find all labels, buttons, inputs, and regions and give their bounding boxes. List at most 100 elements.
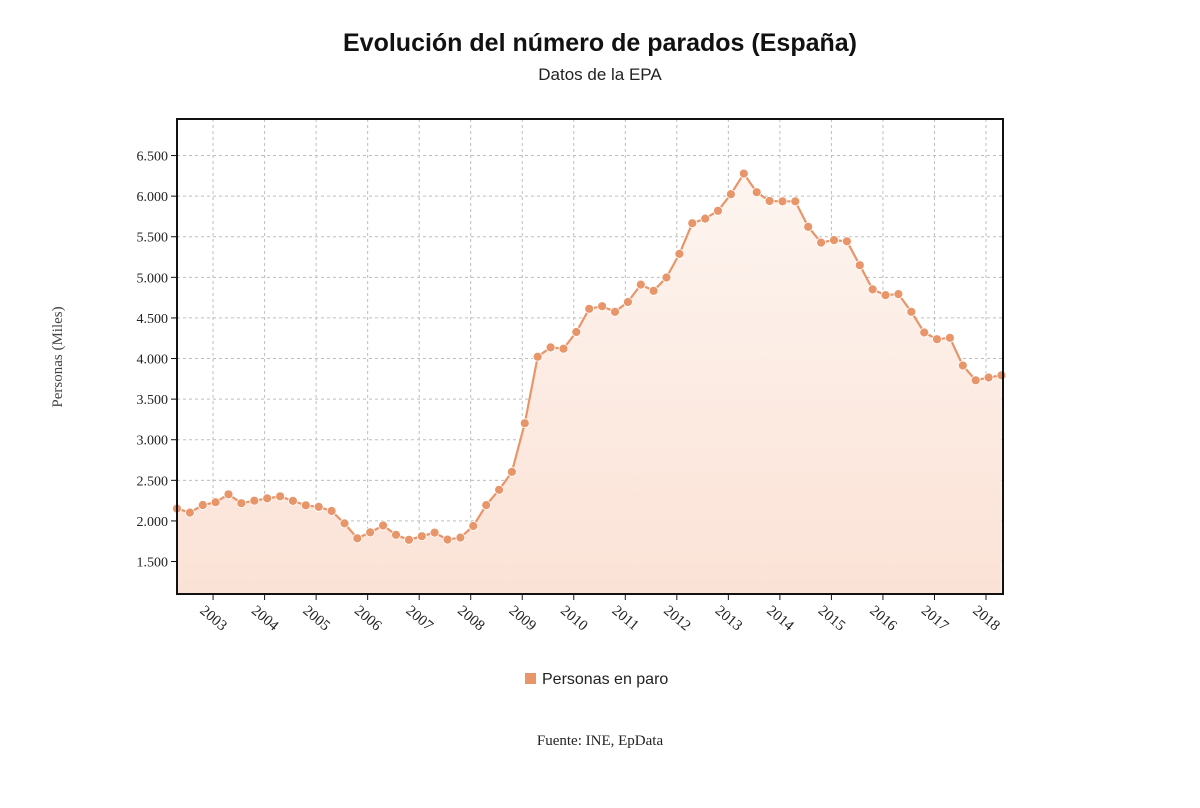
- y-axis-ticks: 1.500 2.000 2.500 3.000 3.500 4.000 4.500 5.000…: [137, 150, 177, 571]
- data-point[interactable]: [494, 484, 505, 495]
- data-point[interactable]: [326, 506, 337, 516]
- data-point[interactable]: [365, 527, 376, 538]
- y-tick-label: 2.500: [137, 474, 169, 489]
- data-point[interactable]: [880, 290, 891, 301]
- chart-subtitle: Datos de la EPA: [538, 65, 662, 84]
- data-point[interactable]: [352, 533, 363, 544]
- y-tick-label: 5.500: [137, 231, 169, 246]
- y-tick-label: 2.000: [137, 515, 169, 530]
- data-point[interactable]: [790, 196, 801, 207]
- data-point[interactable]: [687, 218, 698, 229]
- x-tick-label: 2014: [763, 603, 797, 635]
- data-point[interactable]: [674, 248, 685, 259]
- data-point[interactable]: [339, 518, 350, 529]
- data-point[interactable]: [455, 532, 466, 543]
- data-point[interactable]: [829, 235, 839, 246]
- data-point[interactable]: [223, 489, 234, 500]
- data-point[interactable]: [429, 527, 440, 538]
- x-tick-label: 2016: [866, 603, 900, 635]
- data-point[interactable]: [391, 529, 401, 540]
- data-point[interactable]: [519, 418, 530, 429]
- chart-title: Evolución del número de parados (España): [343, 29, 857, 57]
- data-point[interactable]: [764, 196, 775, 206]
- data-point[interactable]: [571, 327, 582, 337]
- y-tick-label: 6.500: [137, 150, 169, 165]
- data-point[interactable]: [867, 284, 878, 295]
- data-point[interactable]: [661, 272, 672, 283]
- data-point[interactable]: [623, 297, 633, 307]
- data-point[interactable]: [403, 534, 414, 545]
- data-point[interactable]: [842, 236, 852, 247]
- x-tick-label: 2017: [918, 603, 952, 635]
- x-tick-label: 2003: [196, 603, 229, 635]
- data-point[interactable]: [481, 500, 492, 511]
- data-point[interactable]: [300, 500, 311, 511]
- data-point[interactable]: [610, 306, 620, 317]
- data-point[interactable]: [970, 375, 981, 386]
- data-point[interactable]: [506, 466, 517, 477]
- area-fill-path: [177, 173, 1002, 594]
- data-point[interactable]: [584, 303, 595, 314]
- data-point[interactable]: [184, 507, 195, 518]
- data-point[interactable]: [957, 360, 968, 371]
- data-point[interactable]: [249, 495, 260, 506]
- source-note: Fuente: INE, EpData: [537, 733, 664, 749]
- y-tick-label: 6.000: [137, 190, 169, 205]
- data-point[interactable]: [197, 500, 208, 510]
- data-point[interactable]: [854, 260, 865, 271]
- data-point[interactable]: [262, 493, 273, 504]
- data-point[interactable]: [945, 332, 955, 343]
- y-axis-label: Personas (Miles): [50, 306, 66, 407]
- x-tick-label: 2006: [351, 603, 385, 635]
- y-tick-label: 4.500: [137, 312, 169, 327]
- data-point[interactable]: [932, 334, 942, 345]
- data-point[interactable]: [378, 520, 389, 531]
- legend[interactable]: Personas en paro: [525, 671, 668, 688]
- x-tick-label: 2011: [609, 603, 642, 634]
- data-point[interactable]: [648, 285, 659, 296]
- data-point[interactable]: [726, 189, 736, 200]
- data-point[interactable]: [287, 495, 298, 506]
- data-point[interactable]: [983, 372, 994, 383]
- data-point[interactable]: [416, 531, 427, 542]
- data-point[interactable]: [275, 491, 286, 502]
- data-point[interactable]: [751, 187, 762, 198]
- data-point[interactable]: [713, 205, 723, 216]
- x-tick-label: 2005: [300, 603, 333, 635]
- data-point[interactable]: [816, 237, 826, 248]
- data-point[interactable]: [700, 213, 711, 224]
- x-tick-label: 2007: [403, 603, 437, 635]
- data-point[interactable]: [597, 301, 607, 312]
- data-point[interactable]: [919, 327, 930, 338]
- x-tick-label: 2010: [557, 603, 590, 635]
- data-points: [172, 168, 1007, 545]
- y-tick-label: 3.000: [137, 434, 169, 449]
- data-point[interactable]: [313, 501, 324, 512]
- legend-label: Personas en paro: [542, 671, 668, 688]
- data-point[interactable]: [777, 196, 788, 207]
- data-point[interactable]: [558, 343, 569, 354]
- y-tick-label: 3.500: [137, 393, 169, 408]
- x-axis-ticks: 2003 2004 2005 2006 2007 2008 2009 2010 2011 2012…: [196, 594, 1003, 635]
- data-point[interactable]: [468, 521, 479, 531]
- y-tick-label: 1.500: [137, 556, 169, 571]
- legend-swatch: [525, 673, 536, 684]
- data-point[interactable]: [635, 279, 646, 290]
- data-point[interactable]: [906, 306, 917, 317]
- data-point[interactable]: [545, 342, 556, 353]
- data-point[interactable]: [893, 289, 904, 300]
- x-tick-label: 2004: [248, 603, 282, 635]
- data-point[interactable]: [996, 370, 1007, 381]
- data-point[interactable]: [236, 498, 247, 509]
- x-tick-label: 2018: [969, 603, 1002, 635]
- x-tick-label: 2013: [712, 603, 745, 635]
- y-tick-label: 5.000: [137, 271, 169, 286]
- area-fill: [177, 173, 1002, 594]
- data-point[interactable]: [803, 221, 814, 232]
- data-point[interactable]: [738, 168, 749, 179]
- x-tick-label: 2008: [454, 603, 487, 635]
- data-point[interactable]: [532, 351, 543, 362]
- data-point[interactable]: [210, 497, 221, 508]
- data-point[interactable]: [442, 534, 453, 545]
